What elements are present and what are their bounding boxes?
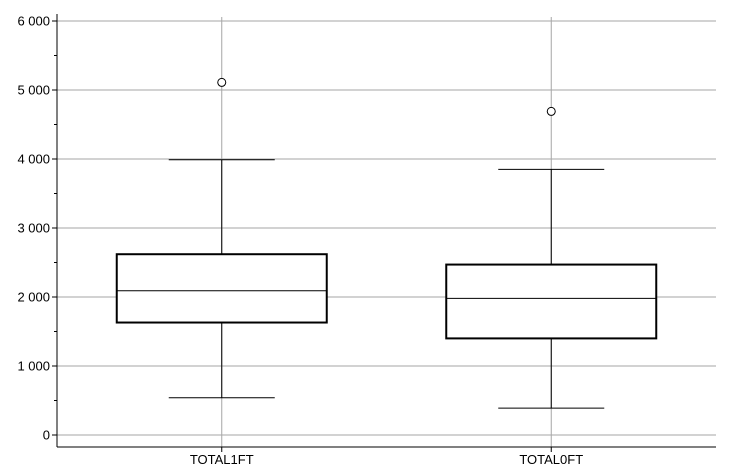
labels: 0 1 000 2 000 3 000 4 000 5 000 6 000 TOTAL1FT T… — [17, 14, 583, 464]
x-tick-label: TOTAL0FT — [519, 452, 583, 464]
box-total0ft — [445, 106, 658, 409]
y-tick-label: 4 000 — [17, 152, 50, 167]
box-total1ft — [115, 77, 328, 399]
gridlines — [57, 17, 716, 447]
x-tick-label: TOTAL1FT — [190, 452, 254, 464]
y-tick-label: 0 — [43, 428, 50, 443]
outlier-point — [546, 106, 556, 116]
axes — [52, 14, 716, 452]
outlier-point — [217, 77, 227, 87]
box-iqr — [115, 253, 328, 324]
y-tick-label: 6 000 — [17, 14, 50, 29]
y-tick-label: 1 000 — [17, 359, 50, 374]
boxes — [115, 77, 658, 409]
y-tick-label: 5 000 — [17, 83, 50, 98]
y-tick-label: 3 000 — [17, 221, 50, 236]
box-iqr — [445, 263, 658, 340]
y-tick-label: 2 000 — [17, 290, 50, 305]
